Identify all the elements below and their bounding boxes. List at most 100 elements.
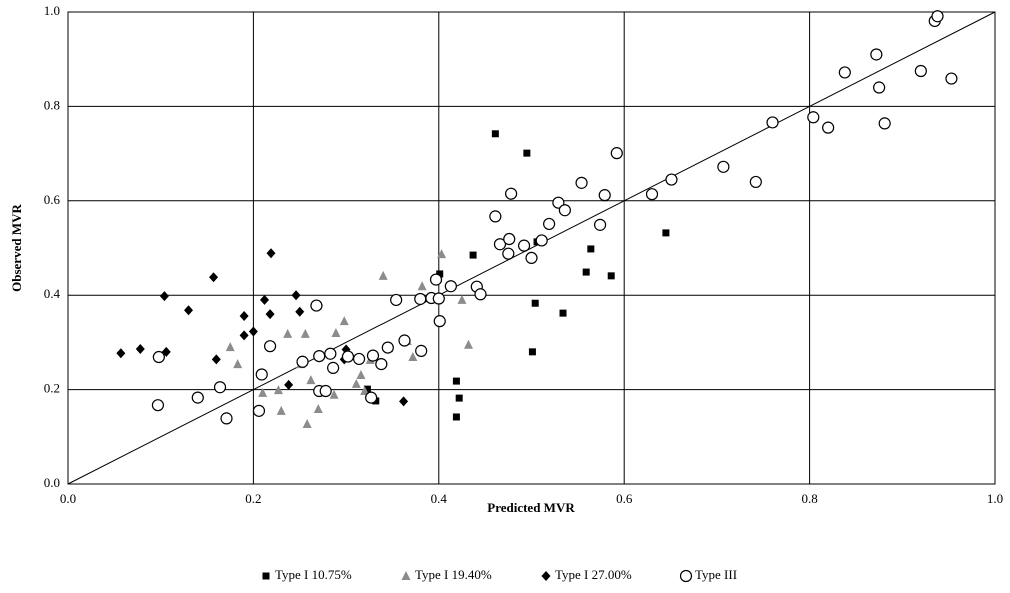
data-point [152,350,165,364]
data-point [248,326,258,337]
data-point [610,147,623,160]
data-point [319,384,332,398]
data-point [331,327,341,337]
data-point [159,291,169,302]
data-point [807,111,820,124]
data-point [873,81,886,94]
data-point [414,292,427,306]
data-point [452,413,460,421]
data-point [444,280,457,293]
data-point [339,316,349,326]
data-point [211,354,221,365]
y-tick-label: 0.4 [44,286,61,301]
data-point [665,173,678,186]
data-point [437,249,447,259]
data-point [455,394,463,402]
data-point [366,349,380,362]
data-point [209,272,219,283]
data-point [457,294,467,304]
data-point [356,369,366,379]
data-point [945,72,958,85]
data-point [870,48,883,61]
data-point [474,288,487,301]
data-point [341,350,355,363]
legend-label: Type III [695,567,737,582]
data-point [151,399,165,412]
data-point [525,251,538,265]
data-point [306,375,316,385]
data-point [191,391,204,404]
x-tick-label: 0.2 [245,491,261,506]
data-point [329,389,339,399]
data-point [528,348,536,356]
data-point [415,344,428,357]
data-point [535,234,548,247]
data-point [575,176,588,189]
data-point [313,403,323,413]
legend-label: Type I 27.00% [555,567,632,582]
x-tick-label: 0.0 [60,491,76,506]
legend-marker [401,571,411,580]
data-point [436,270,444,278]
data-point [239,310,249,321]
data-point [559,309,567,317]
data-point [220,412,233,425]
data-point [469,251,477,259]
data-point [302,419,312,429]
data-point [225,342,235,352]
data-point [433,315,446,328]
legend-marker [262,572,270,580]
data-point [749,175,762,189]
data-point [717,160,730,173]
data-point [531,299,539,307]
data-point [239,330,249,341]
data-point [295,306,305,317]
data-point [607,272,615,280]
data-point [284,379,294,390]
data-point [252,404,266,417]
data-point [878,117,891,130]
data-point [260,294,270,305]
data-point [296,355,309,368]
data-point [116,348,126,359]
y-tick-label: 0.0 [44,475,60,490]
data-point [324,347,337,360]
data-point [283,328,293,338]
x-axis-title: Predicted MVR [487,500,575,515]
data-point [263,340,277,353]
data-point [399,396,409,407]
legend-marker [679,569,693,583]
x-tick-label: 1.0 [987,491,1003,506]
data-point [365,391,378,404]
data-point [291,290,301,301]
data-point [408,352,418,362]
data-point [352,352,366,366]
data-point [351,378,361,388]
data-point [931,10,944,23]
data-point [914,64,927,78]
data-point [213,381,227,394]
data-point [313,349,326,363]
data-point [822,121,835,134]
data-point [523,149,531,157]
data-point [838,66,851,79]
reference-line [67,11,996,485]
data-point [503,232,516,246]
data-point [558,204,571,217]
data-point [598,189,611,202]
y-tick-label: 1.0 [44,3,60,18]
data-point [363,385,371,393]
plot-frame [67,11,996,485]
y-axis-title: Observed MVR [9,204,24,292]
data-point [360,386,370,396]
data-point [184,305,194,316]
data-point [491,130,499,138]
legend-label: Type I 19.40% [415,567,492,582]
x-tick-label: 0.6 [616,491,633,506]
data-point [135,344,145,355]
data-point [582,268,590,276]
data-point [258,387,268,397]
data-point [381,341,394,354]
